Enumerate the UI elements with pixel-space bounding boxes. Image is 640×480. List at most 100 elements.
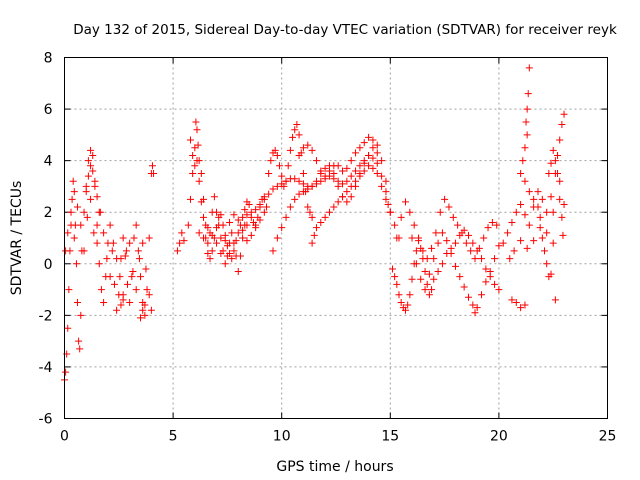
data-point [549,239,557,247]
data-point [369,144,377,152]
data-point [356,172,364,180]
data-point [402,198,410,206]
data-point [113,255,121,263]
data-point [438,229,446,237]
data-point [123,280,131,288]
data-point [378,182,386,190]
data-point [204,239,212,247]
data-point [512,298,520,306]
data-point [478,291,486,299]
data-point [194,141,202,149]
data-point [508,219,516,227]
data-point [189,151,197,159]
data-point [541,247,549,255]
data-point [560,110,568,118]
data-point [70,234,78,242]
x-tick-label: 0 [60,429,69,445]
data-point [523,244,531,252]
data-point [67,208,75,216]
data-point [343,198,351,206]
data-point [486,268,494,276]
data-point [291,126,299,134]
data-point [451,239,459,247]
data-point [386,208,394,216]
data-point [534,188,542,196]
data-point [84,157,92,165]
data-point [76,345,84,353]
data-point [334,198,342,206]
data-point [139,239,147,247]
data-point [491,255,499,263]
data-point [95,208,103,216]
data-point [100,298,108,306]
data-point [560,200,568,208]
data-point [299,180,307,188]
data-point [339,167,347,175]
data-point [384,200,392,208]
data-point [74,298,82,306]
data-point [147,306,155,314]
data-point [70,188,78,196]
data-point [441,195,449,203]
data-point [193,157,201,165]
data-point [317,219,325,227]
data-point [428,244,436,252]
data-point [321,213,329,221]
data-point [554,151,562,159]
data-point [438,260,446,268]
data-point [434,268,442,276]
data-point [89,151,97,159]
data-point [378,172,386,180]
data-point [87,195,95,203]
data-point [506,255,514,263]
data-point [417,275,425,283]
data-point [373,170,381,178]
data-point [62,247,70,255]
data-point [317,170,325,178]
data-point [206,255,214,263]
data-point [352,167,360,175]
x-tick-label: 5 [169,429,178,445]
data-point [312,177,320,185]
data-point [430,255,438,263]
data-point [330,170,338,178]
data-point [464,231,472,239]
data-point [87,146,95,154]
data-point [436,208,444,216]
data-point [62,368,70,376]
data-point [213,239,221,247]
data-point [425,270,433,278]
data-point [334,182,342,190]
data-point [189,170,197,178]
data-point [108,247,116,255]
data-point [193,126,201,134]
data-point [200,234,208,242]
data-point [228,255,236,263]
data-point [449,213,457,221]
data-point [109,239,117,247]
data-point [523,131,531,139]
data-point [74,203,82,211]
data-point [512,208,520,216]
data-point [77,221,85,229]
data-point [382,177,390,185]
data-point [192,118,200,126]
data-point [289,133,297,141]
data-point [291,175,299,183]
data-point [373,141,381,149]
data-point [464,293,472,301]
data-point [226,219,234,227]
data-point [217,211,225,219]
data-point [134,247,142,255]
data-point [397,298,405,306]
data-point [410,221,418,229]
data-point [469,301,477,309]
data-point [87,162,95,170]
data-point [308,146,316,154]
data-point [547,193,555,201]
data-point [545,170,553,178]
data-point [547,159,555,167]
data-point [471,255,479,263]
data-point [556,177,564,185]
data-point [369,154,377,162]
